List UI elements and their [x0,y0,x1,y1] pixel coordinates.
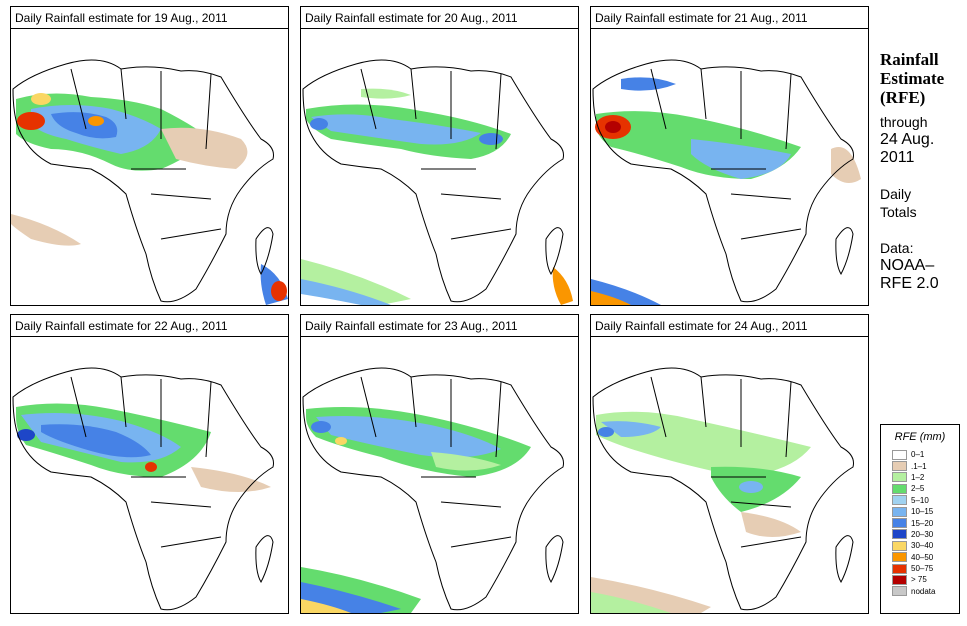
panel-title: Daily Rainfall estimate for 23 Aug., 201… [301,315,578,337]
map-panel-4: Daily Rainfall estimate for 22 Aug., 201… [10,314,289,614]
legend-swatch [892,540,907,551]
legend-swatch [892,506,907,517]
africa-rainfall-map [301,29,578,305]
info-totals-line2: Totals [880,204,917,220]
legend-label: 15–20 [911,518,934,528]
panel-title: Daily Rainfall estimate for 20 Aug., 201… [301,7,578,29]
legend-label: 30–40 [911,541,934,551]
legend-swatch [892,518,907,529]
legend-swatch [892,552,907,563]
legend-item: 0–1 [892,449,959,460]
map-panel-6: Daily Rainfall estimate for 24 Aug., 201… [590,314,869,614]
info-through: through [880,114,928,130]
legend-label: nodata [911,586,936,596]
legend-title: RFE (mm) [894,431,946,443]
legend-item: .1–1 [892,460,959,472]
africa-rainfall-map [11,29,288,305]
panel-title: Daily Rainfall estimate for 21 Aug., 201… [591,7,868,29]
info-totals-line1: Daily [880,186,912,202]
legend-label: 40–50 [911,552,934,562]
map-panel-5: Daily Rainfall estimate for 23 Aug., 201… [300,314,579,614]
legend-swatch [892,563,907,574]
rainfall-legend: RFE (mm) 0–1.1–1 1–2 2–5 5–10 10–15 15–20 20–3… [880,424,960,614]
legend-item: nodata [892,586,959,597]
map-panel-2: Daily Rainfall estimate for 20 Aug., 201… [300,6,579,306]
legend-label: 50–75 [911,564,934,574]
legend-label: 2–5 [911,484,925,494]
legend-item: 10–15 [892,506,959,517]
legend-swatch [892,483,907,494]
legend-item: 20–30 [892,529,959,540]
info-date-line1: 24 Aug. [880,131,935,148]
panel-title: Daily Rainfall estimate for 24 Aug., 201… [591,315,868,337]
info-data-label: Data: [880,240,914,256]
legend-swatch [892,449,907,460]
legend-swatch [892,529,907,540]
legend-label: .1–1 [911,461,927,471]
panel-title: Daily Rainfall estimate for 22 Aug., 201… [11,315,288,337]
info-source-line2: RFE 2.0 [880,275,939,292]
info-panel: Rainfall Estimate (RFE) through 24 Aug. … [880,50,965,293]
legend-label: 10–15 [911,507,934,517]
info-heading-line2: Estimate [880,69,945,88]
info-heading-line3: (RFE) [880,88,926,107]
legend-item: 2–5 [892,483,959,494]
legend-label: 20–30 [911,529,934,539]
legend-item: 5–10 [892,495,959,506]
legend-item: 40–50 [892,552,959,563]
info-date-line2: 2011 [880,149,915,166]
panel-title: Daily Rainfall estimate for 19 Aug., 201… [11,7,288,29]
africa-rainfall-map [591,29,868,305]
legend-swatch [892,586,907,597]
legend-item: 50–75 [892,563,959,574]
info-heading-line1: Rainfall [880,50,939,69]
legend-label: 0–1 [911,450,925,460]
legend-item: 30–40 [892,540,959,551]
legend-item: 1–2 [892,472,959,483]
legend-label: > 75 [911,575,927,585]
legend-item: 15–20 [892,517,959,529]
map-panel-1: Daily Rainfall estimate for 19 Aug., 201… [10,6,289,306]
legend-label: 5–10 [911,495,929,505]
africa-rainfall-map [591,337,868,613]
info-source-line1: NOAA– [880,257,935,274]
map-panel-3: Daily Rainfall estimate for 21 Aug., 201… [590,6,869,306]
africa-rainfall-map [301,337,578,613]
africa-rainfall-map [11,337,288,613]
legend-swatch [892,574,907,585]
legend-swatch [892,472,907,483]
legend-swatch [892,495,907,506]
legend-swatch [892,461,907,472]
legend-label: 1–2 [911,472,925,482]
legend-item: > 75 [892,574,959,585]
